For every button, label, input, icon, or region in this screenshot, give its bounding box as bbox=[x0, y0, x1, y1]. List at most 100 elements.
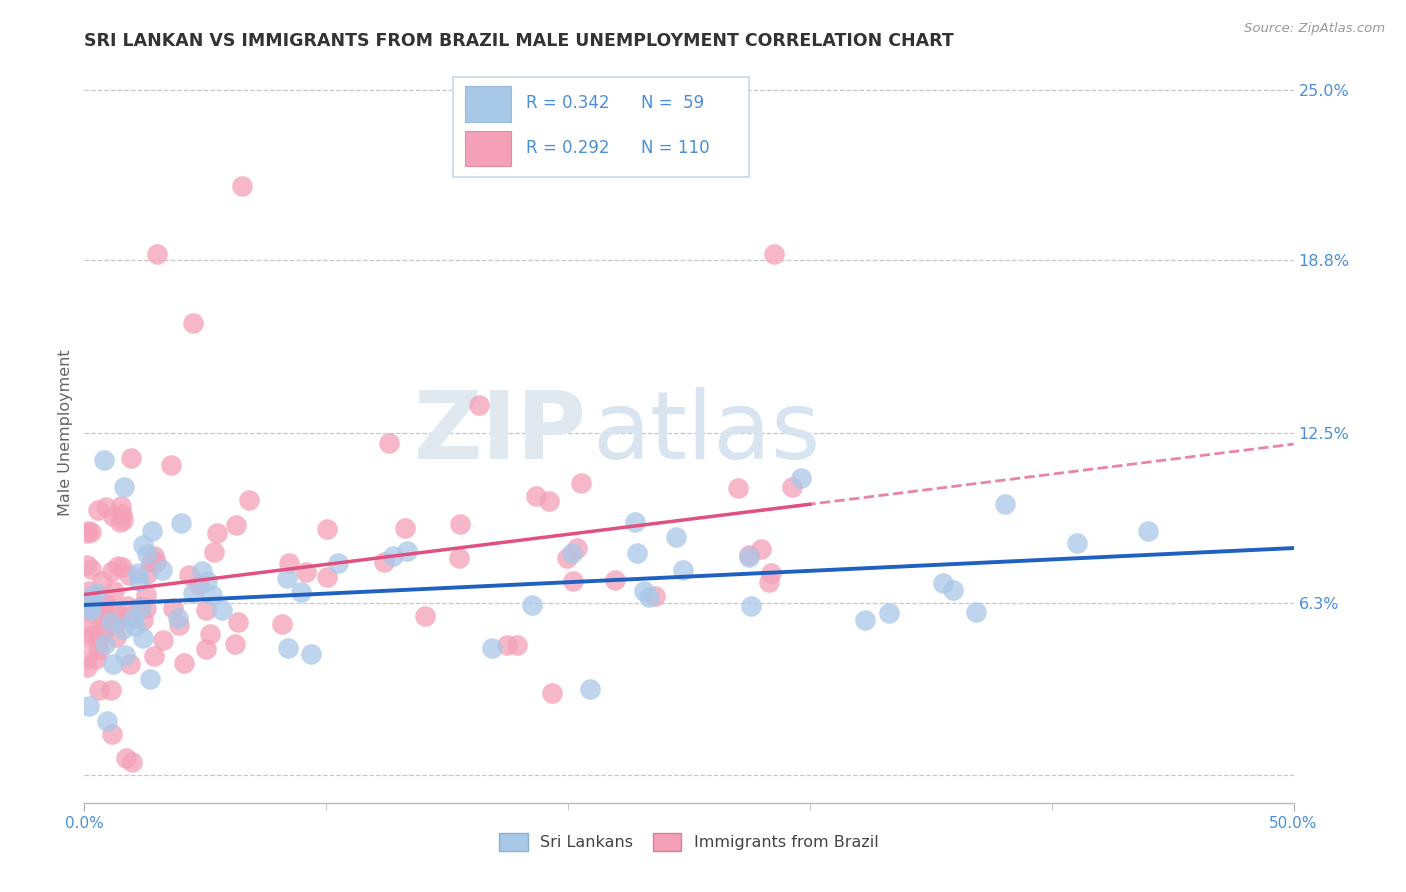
Point bbox=[146, 247, 169, 261]
Point bbox=[110, 507, 132, 521]
Point bbox=[290, 585, 312, 599]
Point bbox=[965, 605, 987, 619]
Bar bbox=[465, 87, 512, 121]
Point bbox=[1136, 524, 1159, 538]
Point bbox=[115, 750, 138, 764]
Point bbox=[200, 627, 222, 641]
Point bbox=[159, 458, 181, 472]
Point bbox=[326, 556, 349, 570]
Point bbox=[135, 566, 157, 581]
Point bbox=[97, 614, 120, 628]
Point bbox=[195, 642, 218, 657]
Point bbox=[127, 566, 149, 581]
Point bbox=[181, 316, 204, 330]
Point bbox=[181, 586, 204, 600]
Point bbox=[77, 598, 100, 612]
Point bbox=[299, 648, 322, 662]
Point bbox=[738, 549, 761, 564]
Point bbox=[394, 521, 416, 535]
Point bbox=[167, 610, 190, 624]
Point bbox=[762, 247, 785, 261]
Point bbox=[993, 497, 1015, 511]
Point bbox=[672, 563, 695, 577]
Point bbox=[79, 599, 101, 614]
Point bbox=[468, 398, 491, 412]
Point bbox=[139, 556, 162, 570]
Point bbox=[224, 637, 246, 651]
Point bbox=[87, 503, 110, 517]
Point bbox=[561, 546, 583, 560]
Point bbox=[122, 612, 145, 626]
Point bbox=[378, 435, 401, 450]
Point bbox=[87, 626, 110, 640]
Point bbox=[561, 574, 583, 588]
Point bbox=[84, 597, 107, 611]
Point bbox=[101, 508, 124, 523]
Point bbox=[76, 616, 98, 631]
Point bbox=[94, 598, 117, 612]
Point bbox=[80, 524, 103, 539]
Point bbox=[201, 588, 224, 602]
Point bbox=[449, 516, 471, 531]
Point bbox=[173, 656, 195, 670]
Point bbox=[626, 546, 648, 560]
Point bbox=[112, 513, 135, 527]
Point bbox=[93, 623, 115, 637]
Point bbox=[782, 480, 804, 494]
Point bbox=[605, 573, 627, 587]
Text: N = 110: N = 110 bbox=[641, 138, 709, 157]
Point bbox=[205, 525, 228, 540]
Point bbox=[633, 584, 655, 599]
Point bbox=[623, 515, 645, 529]
Text: Source: ZipAtlas.com: Source: ZipAtlas.com bbox=[1244, 22, 1385, 36]
Point bbox=[96, 500, 118, 515]
Point bbox=[271, 617, 294, 632]
Point bbox=[91, 601, 114, 615]
Point bbox=[89, 682, 111, 697]
Point bbox=[101, 657, 124, 671]
Point bbox=[139, 672, 162, 686]
Point bbox=[107, 559, 129, 574]
Point bbox=[128, 574, 150, 589]
Text: ZIP: ZIP bbox=[413, 386, 586, 479]
Point bbox=[135, 588, 157, 602]
Point bbox=[932, 576, 955, 591]
Point bbox=[103, 583, 125, 598]
Point bbox=[131, 600, 153, 615]
Point bbox=[82, 606, 104, 620]
Point bbox=[105, 605, 128, 619]
Text: SRI LANKAN VS IMMIGRANTS FROM BRAZIL MALE UNEMPLOYMENT CORRELATION CHART: SRI LANKAN VS IMMIGRANTS FROM BRAZIL MAL… bbox=[84, 32, 955, 50]
Point bbox=[132, 631, 155, 645]
Point bbox=[740, 599, 762, 613]
Legend: Sri Lankans, Immigrants from Brazil: Sri Lankans, Immigrants from Brazil bbox=[492, 827, 886, 858]
Text: N =  59: N = 59 bbox=[641, 95, 703, 112]
Point bbox=[162, 601, 184, 615]
Point bbox=[143, 649, 166, 664]
Point bbox=[194, 603, 217, 617]
Point bbox=[100, 564, 122, 578]
Point bbox=[112, 480, 135, 494]
Point bbox=[83, 601, 105, 615]
Point bbox=[93, 637, 115, 651]
Point bbox=[104, 631, 127, 645]
Point bbox=[76, 558, 98, 573]
Point bbox=[187, 577, 209, 591]
Point bbox=[557, 551, 579, 566]
Point bbox=[89, 643, 111, 657]
Point bbox=[396, 543, 419, 558]
Point bbox=[86, 635, 108, 649]
Point bbox=[80, 562, 103, 576]
Point bbox=[152, 632, 174, 647]
Point bbox=[79, 584, 101, 599]
Bar bbox=[465, 130, 512, 166]
Point bbox=[114, 648, 136, 663]
Point bbox=[225, 517, 247, 532]
Point bbox=[101, 727, 124, 741]
Point bbox=[129, 599, 152, 614]
Point bbox=[124, 619, 146, 633]
Point bbox=[132, 538, 155, 552]
Point bbox=[238, 492, 260, 507]
Point bbox=[481, 640, 503, 655]
Point bbox=[195, 574, 218, 588]
Point bbox=[1066, 535, 1088, 549]
